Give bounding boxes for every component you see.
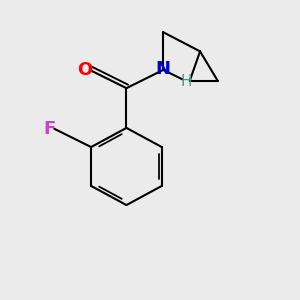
Text: F: F	[44, 120, 56, 138]
Text: H: H	[180, 74, 192, 89]
Text: O: O	[77, 61, 92, 79]
Text: N: N	[156, 60, 171, 78]
